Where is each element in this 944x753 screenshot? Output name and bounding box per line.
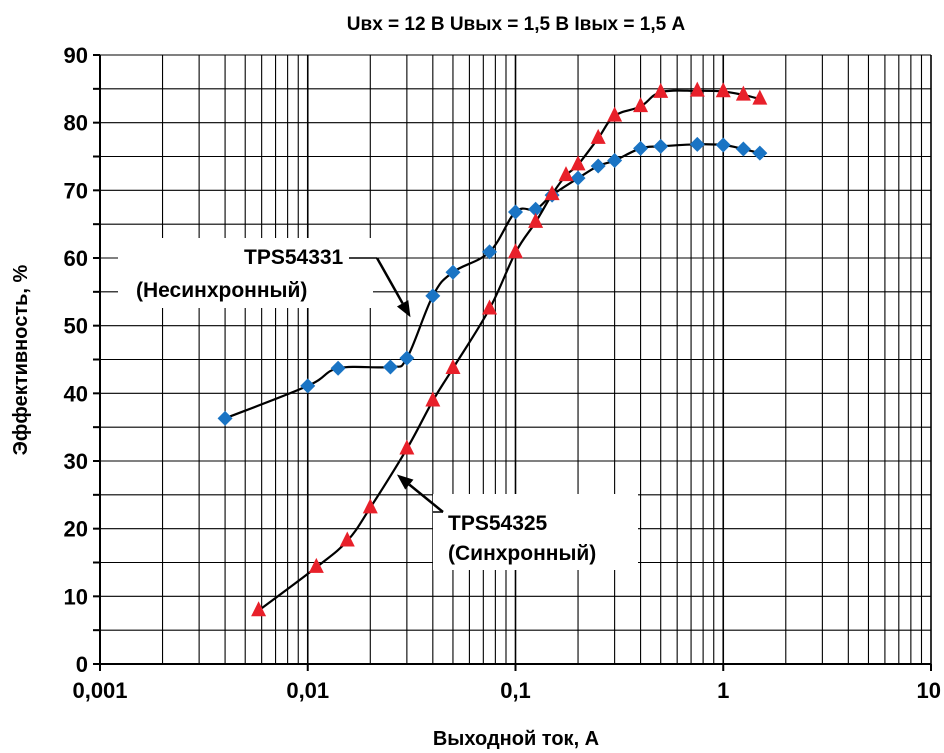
x-tick-label: 0,01 [286,678,329,703]
data-point-diamond [399,350,415,366]
data-point-diamond [735,141,751,157]
annotation-tps54331-name: TPS54331 [244,246,344,269]
y-tick-label: 20 [64,517,88,542]
data-point-diamond [445,264,461,280]
annotation-tps54325-arrow [408,483,444,513]
data-point-diamond [689,136,705,152]
annotations: TPS54331 (Несинхронный) TPS54325 (Синхро… [118,238,638,570]
x-tick-label: 1 [717,678,729,703]
annotation-tps54331-arrow [375,257,404,304]
data-point-triangle [558,166,574,182]
data-point-triangle [735,85,751,101]
data-point-diamond [570,170,586,186]
data-point-diamond [607,153,623,169]
y-tick-label: 50 [64,314,88,339]
annotation-tps54325-name: TPS54325 [448,512,548,535]
data-point-triangle [544,185,560,201]
x-axis-label: Выходной ток, А [433,728,599,750]
data-point-triangle [425,391,441,407]
data-point-triangle [607,106,623,122]
data-point-triangle [482,299,498,315]
data-series [217,81,768,617]
data-point-triangle [445,358,461,374]
y-axis-label: Эффективность, % [10,264,32,455]
data-point-triangle [633,97,649,113]
y-tick-label: 60 [64,246,88,271]
data-point-triangle [362,498,378,514]
grid [93,54,932,671]
data-point-diamond [590,158,606,174]
annotation-tps54331-arrowhead [396,300,411,318]
data-point-triangle [308,557,324,573]
data-point-triangle [689,81,705,97]
data-point-diamond [330,360,346,376]
annotation-tps54331-type: (Несинхронный) [136,279,307,302]
y-tick-label: 0 [76,652,88,677]
data-point-triangle [339,531,355,547]
data-point-diamond [300,378,316,394]
annotation-box-tps54331 [118,238,373,308]
data-point-diamond [653,138,669,154]
annotation-tps54325-type: (Синхронный) [448,542,596,565]
data-point-triangle [715,82,731,98]
data-point-diamond [425,288,441,304]
annotation-box-tps54325 [433,494,638,570]
x-tick-label: 0,001 [72,678,127,703]
y-tick-label: 30 [64,449,88,474]
y-tick-label: 80 [64,111,88,136]
data-point-triangle [570,155,586,171]
y-tick-label: 70 [64,178,88,203]
data-point-triangle [752,89,768,105]
data-point-triangle [399,439,415,455]
data-point-diamond [217,410,233,426]
x-tick-label: 10 [917,678,941,703]
data-point-diamond [528,201,544,217]
data-point-triangle [590,128,606,144]
data-point-diamond [752,145,768,161]
y-tick-label: 40 [64,381,88,406]
x-axis-ticks: 0,001 0,01 0,1 1 10 [72,678,941,703]
data-point-triangle [528,212,544,228]
data-point-triangle [653,82,669,98]
data-point-diamond [482,244,498,260]
y-tick-label: 10 [64,584,88,609]
data-point-diamond [633,140,649,156]
annotation-tps54325-arrowhead [396,474,414,490]
chart-title: Uвх = 12 В Uвых = 1,5 В Iвых = 1,5 А [347,14,686,35]
y-axis-ticks: 0 10 20 30 40 50 60 70 80 90 [64,43,88,677]
data-point-diamond [382,359,398,375]
y-tick-label: 90 [64,43,88,68]
data-point-triangle [251,601,267,617]
data-point-diamond [508,204,523,220]
data-point-triangle [508,243,523,259]
x-tick-label: 0,1 [500,678,531,703]
data-point-diamond [715,137,731,153]
